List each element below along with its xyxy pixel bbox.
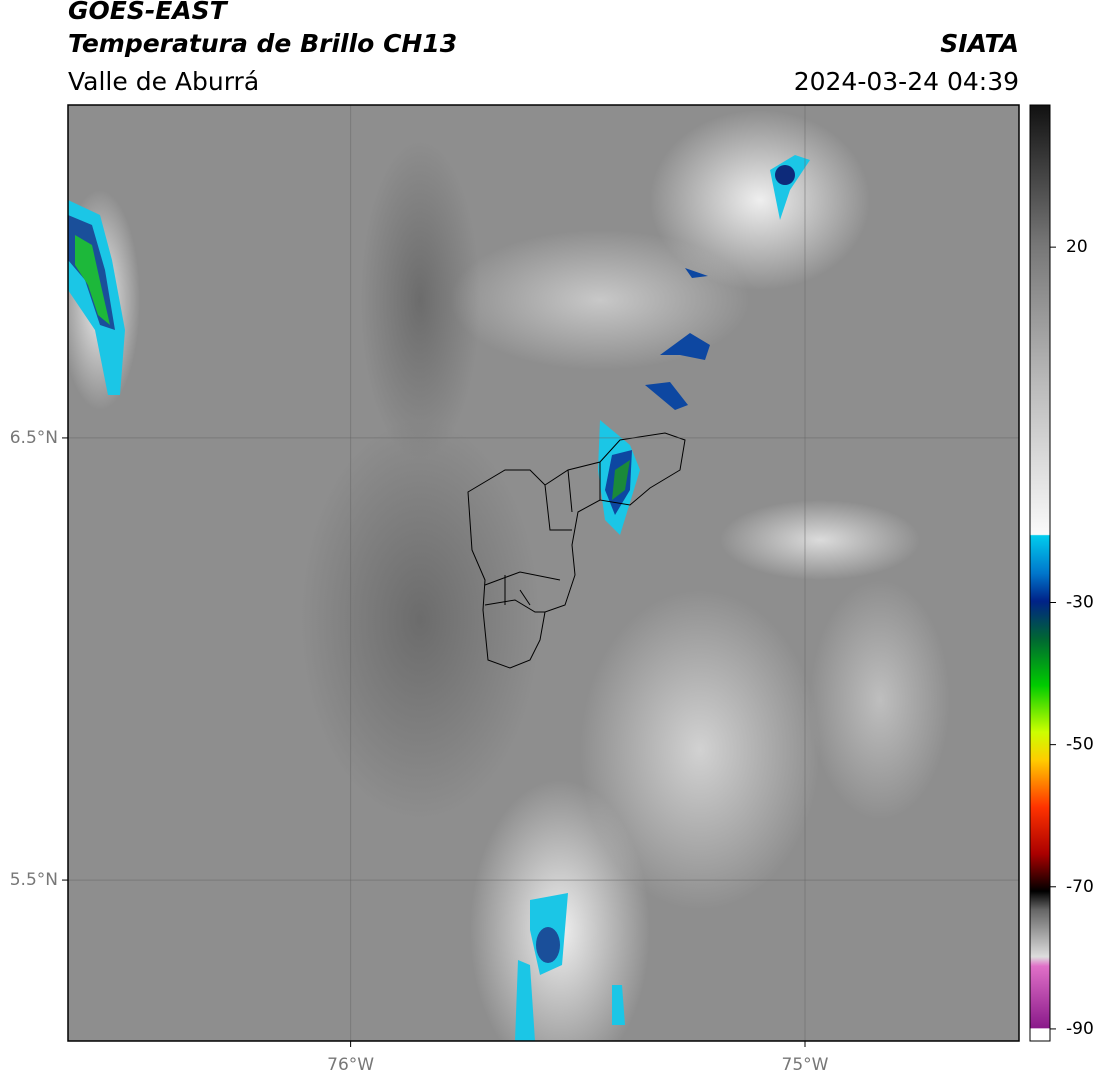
x-tick-label: 76°W [327,1055,374,1075]
y-tick-label: 6.5°N [10,428,58,448]
datetime: 2024-03-24 04:39 [794,67,1019,96]
region: Valle de Aburrá [68,67,259,96]
colorbar-label: -70 [1066,877,1094,897]
title: GOES-EAST [68,0,229,25]
source: SIATA [940,29,1019,58]
subtitle: Temperatura de Brillo CH13 [68,29,457,58]
colorbar-label: -50 [1066,735,1094,755]
map-frame [67,104,1020,1042]
x-tick-label: 75°W [782,1055,829,1075]
imagery [68,105,1019,1041]
colorbar-label: -30 [1066,592,1094,612]
colorbar [1029,104,1051,1042]
colorbar-label: 20 [1066,237,1088,257]
colorbar-label: -90 [1066,1019,1094,1039]
y-tick-label: 5.5°N [10,870,58,890]
